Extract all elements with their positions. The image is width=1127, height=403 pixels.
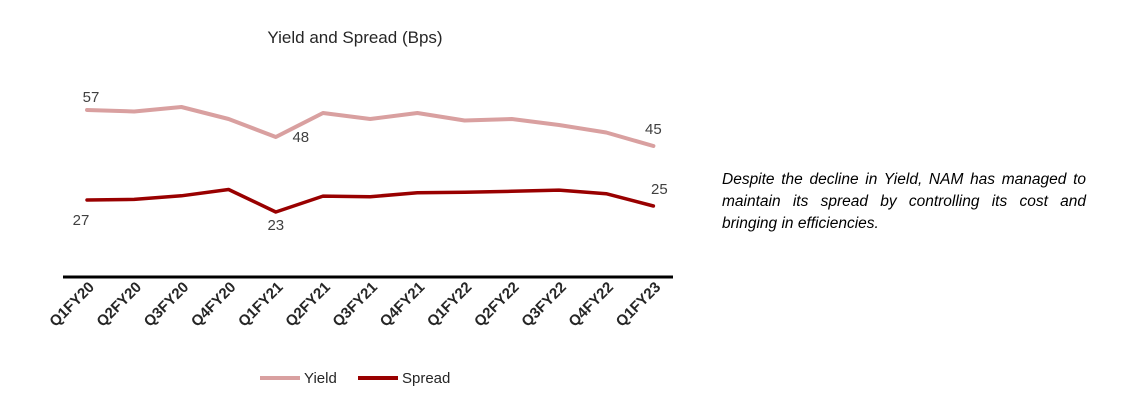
- x-tick-label: Q4FY20: [188, 279, 240, 331]
- yield-series-line: [85, 105, 656, 148]
- x-tick-label: Q2FY20: [93, 279, 145, 331]
- plot-area: 57 48 45 27 23 25: [73, 89, 668, 234]
- yield-spread-chart: Yield and Spread (Bps) 57 48 45 27 23 25 Q1FY…: [46, 28, 673, 387]
- chart-title: Yield and Spread (Bps): [267, 28, 442, 47]
- yield-data-label: 48: [292, 129, 309, 146]
- x-tick-label: Q3FY20: [141, 279, 193, 331]
- x-tick-label: Q3FY21: [329, 279, 381, 331]
- spread-data-label: 27: [73, 212, 90, 229]
- yield-data-label: 45: [645, 121, 662, 138]
- spread-series-line: [85, 187, 656, 214]
- x-tick-label: Q1FY22: [424, 279, 476, 331]
- x-tick-label: Q1FY23: [613, 279, 665, 331]
- yield-data-label: 57: [83, 89, 100, 106]
- x-tick-label: Q4FY21: [377, 279, 429, 331]
- spread-data-label: 25: [651, 181, 668, 198]
- x-tick-label: Q2FY21: [282, 279, 334, 331]
- x-tick-label: Q4FY22: [565, 279, 617, 331]
- spread-legend-label: Spread: [402, 370, 450, 387]
- x-tick-label: Q1FY21: [235, 279, 287, 331]
- spread-data-label: 23: [267, 217, 284, 234]
- x-tick-label: Q2FY22: [471, 279, 523, 331]
- yield-legend-label: Yield: [304, 370, 337, 387]
- x-tick-label: Q3FY22: [518, 279, 570, 331]
- x-tick-label: Q1FY20: [46, 279, 98, 331]
- x-axis-ticks: Q1FY20Q2FY20Q3FY20Q4FY20Q1FY21Q2FY21Q3FY…: [46, 279, 664, 331]
- commentary-text: Despite the decline in Yield, NAM has ma…: [722, 171, 1086, 232]
- legend: Yield Spread: [260, 370, 450, 387]
